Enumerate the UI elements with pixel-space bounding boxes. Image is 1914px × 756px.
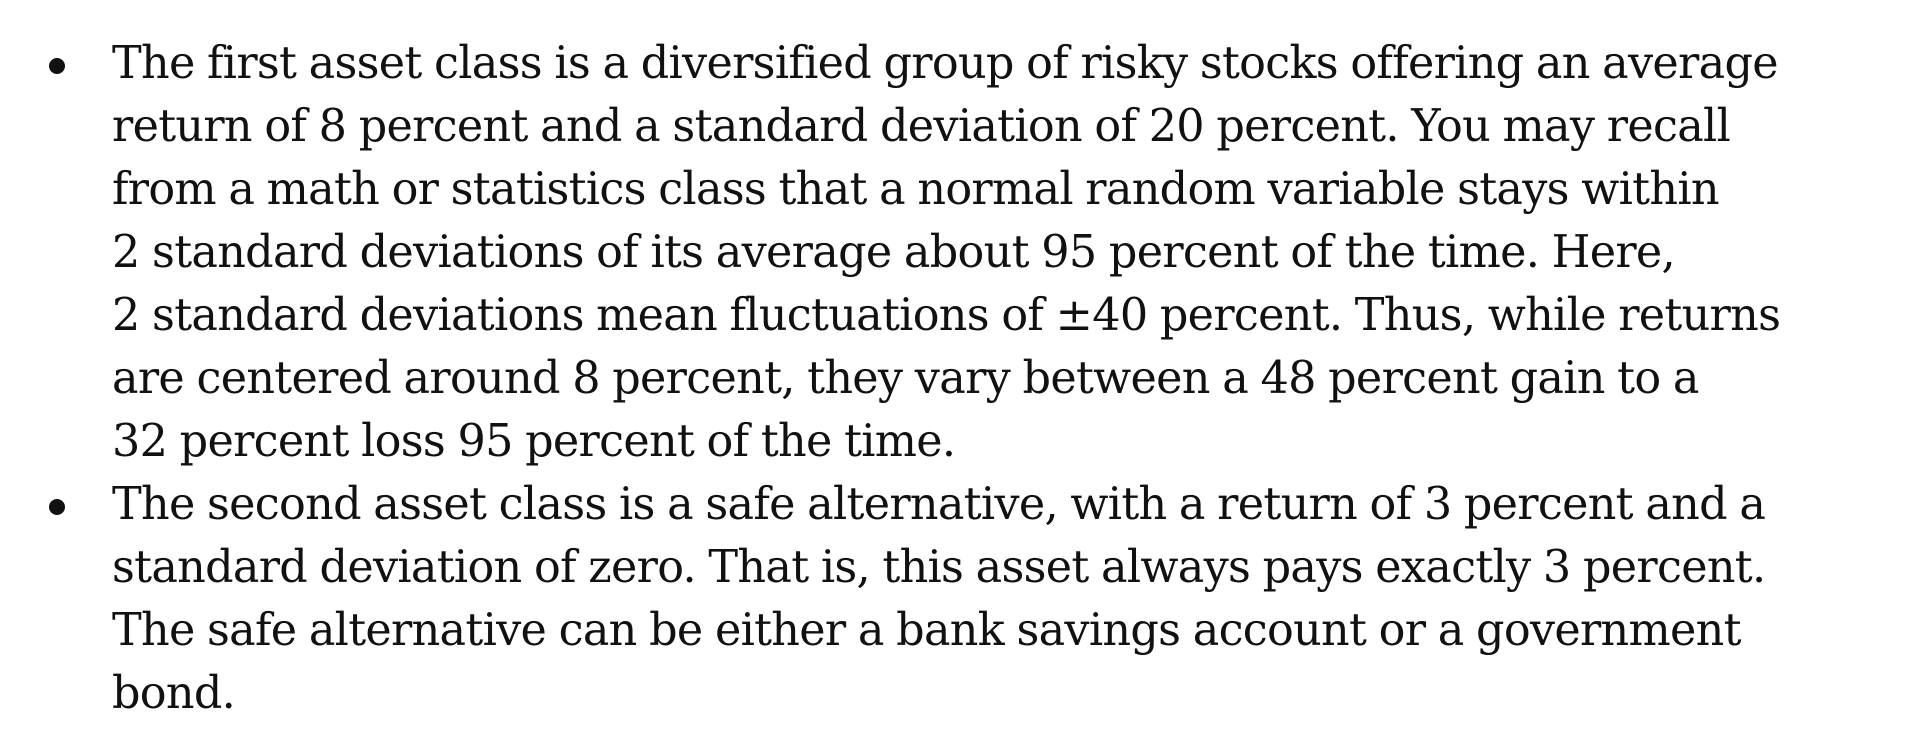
text-line: The first asset class is a diversified g… xyxy=(112,32,1778,95)
list-item-safe-alternative: The second asset class is a safe alterna… xyxy=(0,473,1914,725)
text-line: are centered around 8 percent, they vary… xyxy=(112,347,1699,410)
bullet-list: The first asset class is a diversified g… xyxy=(0,32,1914,725)
text-line: return of 8 percent and a standard devia… xyxy=(112,95,1730,158)
bullet-icon xyxy=(49,58,65,74)
list-item-risky-stocks: The first asset class is a diversified g… xyxy=(0,32,1914,473)
text-line: The second asset class is a safe alterna… xyxy=(112,473,1765,536)
text-line: from a math or statistics class that a n… xyxy=(112,158,1719,221)
bullet-icon xyxy=(49,499,65,515)
text-line: standard deviation of zero. That is, thi… xyxy=(112,536,1765,599)
text-line: 32 percent loss 95 percent of the time. xyxy=(112,410,955,473)
text-line: The safe alternative can be either a ban… xyxy=(112,599,1741,662)
text-line: 2 standard deviations of its average abo… xyxy=(112,221,1675,284)
text-line: 2 standard deviations mean fluctuations … xyxy=(112,284,1780,347)
text-line: bond. xyxy=(112,662,235,725)
